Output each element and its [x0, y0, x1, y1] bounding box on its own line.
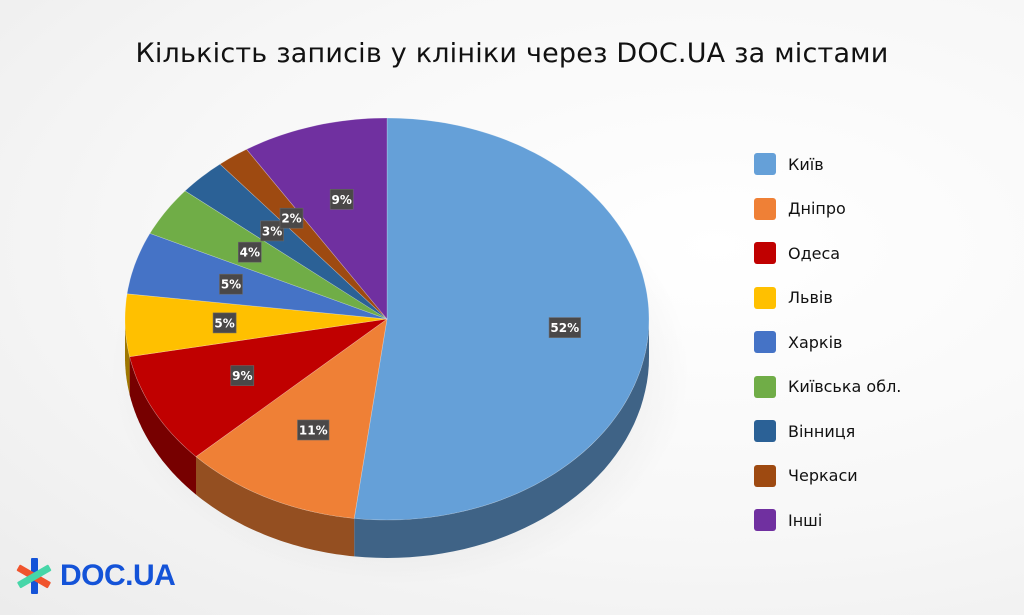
legend-swatch	[754, 242, 776, 265]
svg-text:9%: 9%	[232, 369, 252, 383]
pie-slice-1	[195, 318, 388, 519]
legend-item-lviv: Львів	[754, 276, 901, 321]
svg-text:3%: 3%	[262, 224, 282, 238]
data-label: 11%	[297, 419, 330, 441]
svg-text:4%: 4%	[240, 246, 260, 260]
doc-ua-logo: DOC.UA	[14, 556, 176, 596]
legend-swatch	[754, 286, 776, 309]
pie-side-2	[129, 356, 196, 495]
data-label: 9%	[329, 189, 354, 210]
pie-slice-6	[184, 163, 388, 320]
legend-swatch	[754, 375, 776, 398]
svg-text:11%: 11%	[299, 424, 328, 438]
data-label: 52%	[548, 317, 581, 338]
svg-text:52%: 52%	[550, 321, 579, 335]
pie-slice-5	[149, 190, 388, 320]
legend-item-other: Інші	[754, 498, 901, 543]
pie-slice-2	[129, 318, 388, 457]
data-label: 3%	[260, 220, 284, 242]
svg-text:9%: 9%	[332, 193, 352, 207]
legend-swatch	[754, 420, 776, 443]
svg-text:2%: 2%	[281, 212, 301, 226]
data-label: 4%	[238, 241, 262, 263]
legend-label: Харків	[788, 332, 843, 352]
legend-label: Львів	[788, 288, 833, 308]
svg-text:5%: 5%	[214, 316, 234, 330]
legend-item-kyiv: Київ	[754, 142, 901, 187]
legend-label: Вінниця	[788, 421, 856, 441]
legend-swatch	[754, 464, 776, 487]
pie-slice-4	[126, 233, 388, 320]
legend-item-cherkasy: Черкаси	[754, 454, 901, 499]
legend-swatch	[754, 331, 776, 354]
data-label: 5%	[219, 273, 243, 295]
legend-item-kyiv-oblast: Київська обл.	[754, 365, 901, 410]
pie-slice-3	[124, 293, 388, 358]
legend-swatch	[754, 153, 776, 176]
legend-item-vinnytsia: Вінниця	[754, 409, 901, 454]
legend-item-dnipro: Дніпро	[754, 187, 901, 232]
data-label: 2%	[279, 207, 304, 229]
doc-ua-cross-logo-icon	[16, 558, 52, 594]
legend-label: Інші	[788, 510, 823, 530]
pie-slice-8	[246, 117, 388, 320]
legend-swatch	[754, 197, 776, 220]
pie-side-1	[196, 456, 355, 557]
pie-sides	[125, 319, 649, 558]
data-label: 5%	[212, 312, 237, 334]
legend-label: Дніпро	[788, 199, 846, 219]
data-label: 9%	[230, 365, 255, 386]
legend-item-odesa: Одеса	[754, 231, 901, 276]
logo-text: DOC.UA	[60, 559, 176, 592]
chart-legend: Київ Дніпро Одеса Львів Харків Київська …	[754, 142, 901, 543]
legend-item-kharkiv: Харків	[754, 320, 901, 365]
legend-label: Київська обл.	[788, 377, 902, 397]
pie-slices	[124, 117, 650, 521]
legend-label: Київ	[788, 154, 824, 174]
pie-side-0	[354, 319, 649, 558]
svg-text:5%: 5%	[221, 278, 241, 292]
legend-swatch	[754, 509, 776, 532]
legend-label: Черкаси	[788, 466, 858, 486]
legend-label: Одеса	[788, 243, 841, 263]
pie-data-labels: 52% 11% 9% 5% 5% 4%3%2% 9%	[212, 189, 581, 441]
pie-slice-0	[353, 117, 650, 521]
pie-slice-7	[219, 148, 388, 320]
pie-side-3	[125, 319, 130, 395]
chart-title: Кількість записів у клініки через DOC.UA…	[135, 38, 889, 69]
